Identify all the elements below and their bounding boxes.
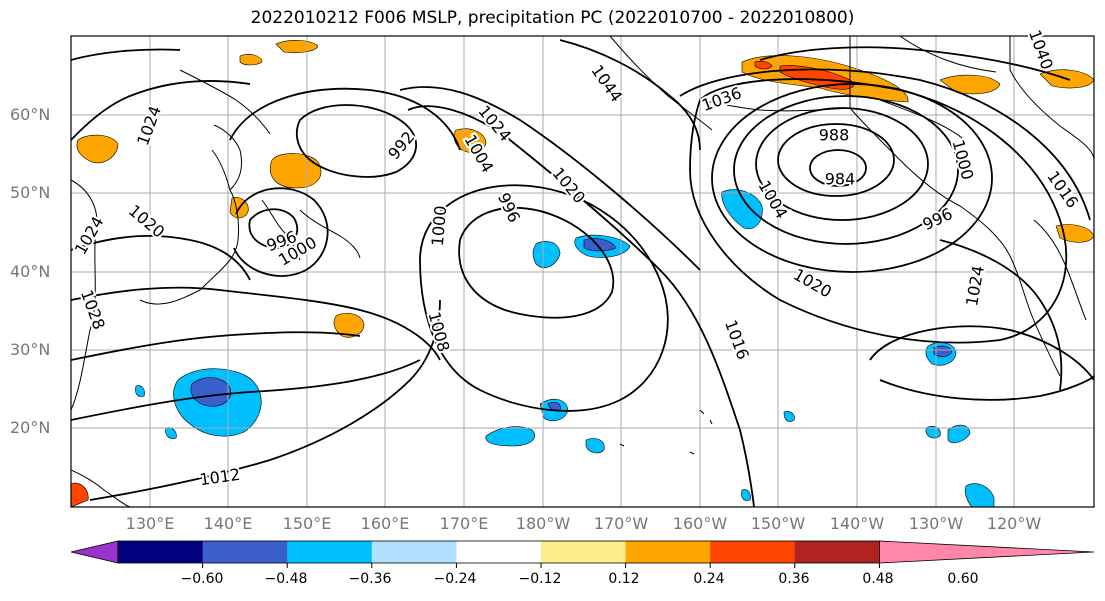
- lon-label: 150°E: [282, 514, 332, 533]
- isobar-label: 996: [920, 204, 956, 234]
- colorbar-segment: [118, 541, 204, 563]
- colorbar-segment: [371, 541, 457, 563]
- colorbar-tick-label: 0.60: [947, 571, 979, 587]
- isobar-label: 1004: [460, 131, 497, 176]
- lon-label: 120°W: [986, 514, 1042, 533]
- lon-label: 160°W: [672, 514, 728, 533]
- isobar-label: 1040: [1025, 27, 1057, 72]
- isobar-label: 988: [819, 126, 850, 145]
- isobar-label: 984: [825, 170, 856, 189]
- colorbar-segment: [287, 541, 373, 563]
- lon-label: 150°W: [750, 514, 806, 533]
- colorbar-tick-label: −0.36: [348, 571, 392, 587]
- precip-shading: [71, 40, 1094, 507]
- isobar-label: 1024: [133, 103, 165, 148]
- lat-label: 30°N: [10, 340, 51, 359]
- colorbar-segment: [625, 541, 711, 563]
- isobar-label: 1044: [587, 61, 626, 105]
- colorbar-segment: [202, 541, 288, 563]
- colorbar-tick-label: −0.60: [180, 571, 224, 587]
- map-title: 2022010212 F006 MSLP, precipitation PC (…: [250, 8, 855, 28]
- isobar-label: 1024: [71, 213, 108, 258]
- colorbar-tick-label: −0.24: [433, 571, 477, 587]
- lon-label: 130°E: [125, 514, 175, 533]
- isobar-label: 1008: [425, 310, 454, 354]
- lon-label: 130°W: [908, 514, 964, 533]
- isobar-label: 1000: [428, 205, 450, 247]
- lat-label: 20°N: [10, 418, 51, 437]
- colorbar-tick-label: 0.12: [608, 571, 640, 587]
- map-frame: [70, 35, 1095, 508]
- lat-label: 40°N: [10, 262, 51, 281]
- lon-label: 170°W: [593, 514, 649, 533]
- isobar-label: 1036: [699, 83, 744, 115]
- colorbar-tick-label: −0.48: [264, 571, 308, 587]
- isobar-label: 1016: [721, 317, 753, 362]
- isobar-label: 1016: [1043, 167, 1082, 211]
- colorbar-tick-label: 0.48: [862, 571, 894, 587]
- colorbar-segment: [456, 541, 542, 563]
- colorbar-extend-high: [879, 540, 1095, 564]
- isobar-label: 996: [494, 190, 524, 226]
- colorbar-tick-label: 0.36: [778, 571, 810, 587]
- graticule: [71, 36, 1094, 507]
- lon-label: 180°W: [515, 514, 571, 533]
- colorbar-tick-label: −0.12: [518, 571, 562, 587]
- colorbar-extend-low: [70, 540, 119, 564]
- lon-label: 170°E: [439, 514, 489, 533]
- colorbar-outline: [117, 540, 880, 564]
- lat-label: 50°N: [10, 183, 51, 202]
- lon-label: 160°E: [360, 514, 410, 533]
- colorbar: [70, 540, 1095, 568]
- isobars: [71, 39, 1094, 507]
- isobar-label: 1012: [198, 465, 241, 489]
- lon-label: 140°E: [203, 514, 253, 533]
- isobar-label: 1000: [949, 138, 978, 182]
- colorbar-segment: [710, 541, 796, 563]
- colorbar-segment: [541, 541, 627, 563]
- colorbar-tick-label: 0.24: [693, 571, 725, 587]
- isobar-label: 1024: [962, 264, 988, 307]
- lon-label: 140°W: [829, 514, 885, 533]
- lat-label: 60°N: [10, 105, 51, 124]
- colorbar-segment: [794, 541, 880, 563]
